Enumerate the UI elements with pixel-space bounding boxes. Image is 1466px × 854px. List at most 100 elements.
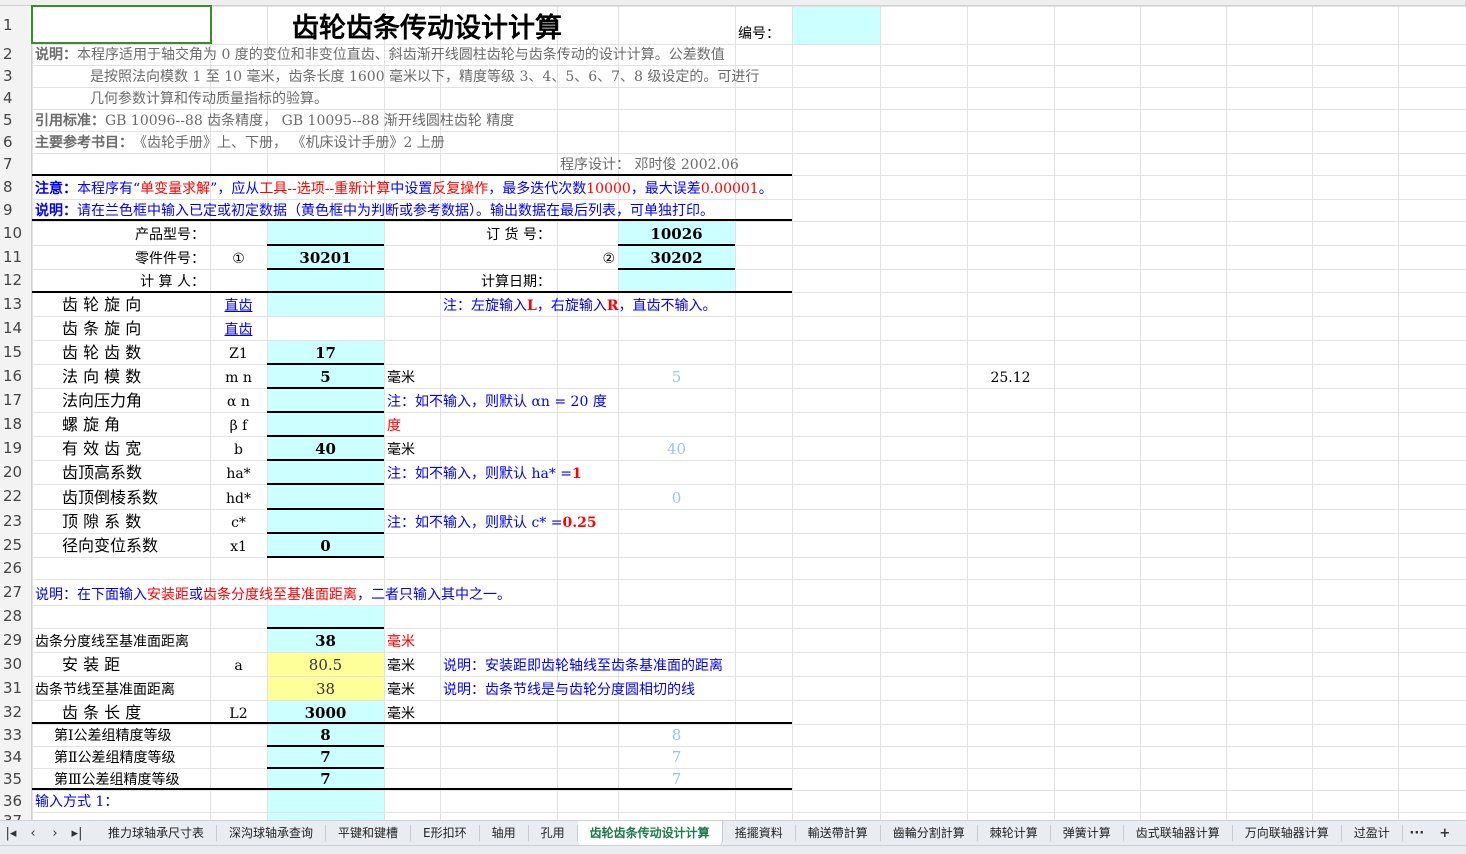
cell-A31[interactable]: 齿条节线至基准面距离 <box>35 682 175 698</box>
cell-A22[interactable]: 齿顶倒棱系数 <box>62 488 159 507</box>
cell-D23[interactable]: 注：如不输入，则默认 c* = 0.25 <box>387 509 597 533</box>
cell-A19[interactable]: 有 效 齿 宽 <box>62 439 142 458</box>
cell-A10[interactable]: 产品型号： <box>135 227 205 243</box>
cell-C31[interactable]: 38 <box>315 680 336 698</box>
cell-C30[interactable]: 80.5 <box>308 656 343 674</box>
cell-D30[interactable]: 毫米 <box>387 658 415 674</box>
cell-A6[interactable]: 主要参考书目： 《齿轮手册》上、下册， 《机床设计手册》2 上册 <box>35 131 445 153</box>
cell-A9[interactable]: 说明： 请在兰色框中输入已定或初定数据（黄色框中为判断或参考数据）。输出数据在最后… <box>35 199 714 221</box>
cell-A17[interactable]: 法向压力角 <box>62 391 143 410</box>
cell-D17[interactable]: 注：如不输入，则默认 αn = 20 度 <box>387 394 607 410</box>
sheet-tab[interactable]: 搖擺資料 <box>723 825 796 841</box>
cell-A14[interactable]: 齿 条 旋 向 <box>62 319 142 338</box>
cell-E31[interactable]: 说明：齿条节线是与齿轮分度圆相切的线 <box>443 682 695 698</box>
cell-D19[interactable]: 毫米 <box>387 442 415 458</box>
cell-A8[interactable]: 注意： 本程序有“ 单变量求解 ”，应从 工具--选项--重新计算 中设置 反复操作 ，最多迭… <box>35 175 773 199</box>
cell-B20[interactable]: ha* <box>226 466 251 482</box>
cell-G19[interactable]: 40 <box>666 440 687 458</box>
sheet-tab[interactable]: 弹簧计算 <box>1051 825 1124 841</box>
selected-cell-A1[interactable] <box>31 5 212 44</box>
sheet-tab[interactable]: E形扣环 <box>411 825 480 841</box>
cell-C35[interactable]: 7 <box>320 770 331 788</box>
cell-A20[interactable]: 齿顶高系数 <box>62 463 143 482</box>
more-tabs-icon[interactable]: ··· <box>1409 825 1425 841</box>
cell-B13[interactable]: 直齿 <box>224 298 253 314</box>
sheet-tab[interactable]: 棘轮计算 <box>978 825 1051 841</box>
cell-A35[interactable]: 第Ⅲ公差组精度等级 <box>54 772 180 788</box>
cell-B18[interactable]: β f <box>229 418 248 434</box>
cell-A36[interactable]: 输入方式 1： <box>35 794 119 810</box>
sheet-tab[interactable]: 齒輪分割計算 <box>881 825 978 841</box>
last-sheet-icon[interactable]: ▸| <box>71 825 83 841</box>
cell-B15[interactable]: Z1 <box>229 346 248 362</box>
sheet-tab[interactable]: 推力球轴承尺寸表 <box>96 825 218 841</box>
cell-D18[interactable]: 度 <box>387 418 401 434</box>
cell-A32[interactable]: 齿 条 长 度 <box>62 703 142 722</box>
cell-A12[interactable]: 计 算 人： <box>140 274 205 290</box>
cell-A33[interactable]: 第Ⅰ公差组精度等级 <box>54 728 172 744</box>
cell-A13[interactable]: 齿 轮 旋 向 <box>62 295 142 314</box>
cell-C1[interactable]: 齿轮齿条传动设计计算 <box>292 13 562 44</box>
cell-G35[interactable]: 7 <box>671 770 682 788</box>
next-sheet-icon[interactable]: › <box>52 825 58 841</box>
cell-D20[interactable]: 注：如不输入，则默认 ha* = 1 <box>387 460 582 484</box>
cell-A27[interactable]: 说明：在下面输入 安装距或齿条分度线至基准面距离 ，二者只输入其中之一。 <box>35 579 511 605</box>
cell-B19[interactable]: b <box>234 442 243 458</box>
cell-C25[interactable]: 0 <box>320 537 331 555</box>
cell-G11[interactable]: 30202 <box>650 249 703 267</box>
cell-B11[interactable]: ① <box>232 251 245 267</box>
cell-A23[interactable]: 顶 隙 系 数 <box>62 512 142 531</box>
cell-G33[interactable]: 8 <box>671 726 682 744</box>
prev-sheet-icon[interactable]: ‹ <box>30 825 36 841</box>
cell-A5[interactable]: 引用标准： GB 10096--88 齿条精度， GB 10095--88 渐开线… <box>35 109 514 131</box>
cell-F7[interactable]: 程序设计： 邓时俊 2002.06 <box>560 157 739 173</box>
cell-D16[interactable]: 毫米 <box>387 370 415 386</box>
cell-D32[interactable]: 毫米 <box>387 706 415 722</box>
cell-C16[interactable]: 5 <box>320 368 331 386</box>
cell-B22[interactable]: hd* <box>226 491 251 507</box>
cell-B17[interactable]: α n <box>227 394 250 410</box>
add-sheet-icon[interactable]: + <box>1439 825 1451 841</box>
sheet-tab[interactable]: 輸送帶計算 <box>796 825 881 841</box>
cell-A11[interactable]: 零件件号： <box>135 251 205 267</box>
cell-B25[interactable]: x1 <box>230 539 247 555</box>
cell-G34[interactable]: 7 <box>671 748 682 766</box>
cell-C19[interactable]: 40 <box>315 440 336 458</box>
sheet-tab[interactable]: 齿轮齿条传动设计计算 <box>577 820 723 846</box>
cell-B14[interactable]: 直齿 <box>224 322 253 338</box>
cell-K16[interactable]: 25.12 <box>990 370 1031 386</box>
sheet-tab[interactable]: 齿式联轴器计算 <box>1124 825 1233 841</box>
sheet-tab[interactable]: 深沟球轴承查询 <box>217 825 327 841</box>
cell-G22[interactable]: 0 <box>671 489 682 507</box>
cell-B30[interactable]: a <box>234 658 243 674</box>
sheet-tab[interactable]: 万向联轴器计算 <box>1233 825 1342 841</box>
cell-A16[interactable]: 法 向 模 数 <box>62 367 142 386</box>
cell-F11[interactable]: ② <box>602 251 615 267</box>
cell-A4[interactable]: 几何参数计算和传动质量指标的验算。 <box>90 91 328 107</box>
cell-E30[interactable]: 说明：安装距即齿轮轴线至齿条基准面的距离 <box>443 658 723 674</box>
cell-B16[interactable]: m n <box>225 370 252 386</box>
cell-A3[interactable]: 是按照法向模数 1 至 10 毫米，齿条长度 1600 毫米以下，精度等级 3、… <box>90 69 760 85</box>
cell-C11[interactable]: 30201 <box>299 249 352 267</box>
cell-G10[interactable]: 10026 <box>650 225 703 243</box>
cell-G16[interactable]: 5 <box>671 368 682 386</box>
cell-E13[interactable]: 注：左旋输入 L ，右旋输入 R ，直齿不输入。 <box>443 292 716 316</box>
cell-C15[interactable]: 17 <box>315 344 336 362</box>
cell-C34[interactable]: 7 <box>320 748 331 766</box>
sheet-tab[interactable]: 过盈计 <box>1342 825 1403 841</box>
cell-A34[interactable]: 第Ⅱ公差组精度等级 <box>54 750 176 766</box>
cell-A25[interactable]: 径向变位系数 <box>62 536 159 555</box>
cell-C33[interactable]: 8 <box>320 726 331 744</box>
cell-H1[interactable]: 编号： <box>738 26 780 42</box>
cell-D31[interactable]: 毫米 <box>387 682 415 698</box>
cell-C29[interactable]: 38 <box>315 632 336 650</box>
sheet-tab[interactable]: 孔用 <box>529 825 578 841</box>
cell-B32[interactable]: L2 <box>229 706 248 722</box>
cell-D29[interactable]: 毫米 <box>387 634 415 650</box>
cell-A2[interactable]: 说明： 本程序适用于轴交角为 0 度的变位和非变位直齿、斜齿渐开线圆柱齿轮与齿条传… <box>35 44 725 65</box>
cell-A18[interactable]: 螺 旋 角 <box>62 415 121 434</box>
sheet-tab[interactable]: 轴用 <box>480 825 529 841</box>
cell-B23[interactable]: c* <box>231 515 246 531</box>
cell-A29[interactable]: 齿条分度线至基准面距离 <box>35 634 189 650</box>
cell-A15[interactable]: 齿 轮 齿 数 <box>62 343 142 362</box>
